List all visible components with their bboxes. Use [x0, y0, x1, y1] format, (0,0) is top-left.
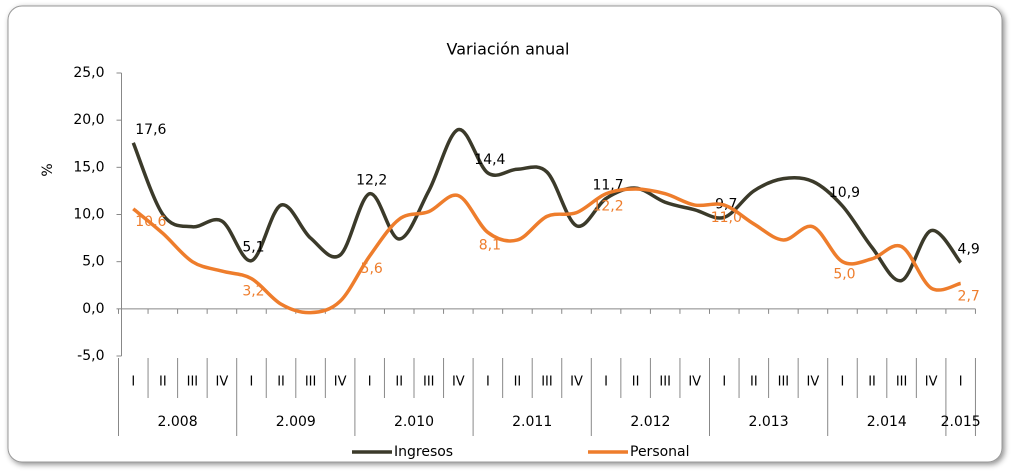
data-label: 12,2 — [592, 199, 623, 215]
data-label: 10,9 — [829, 185, 860, 201]
x-tick-label: III — [187, 375, 199, 390]
year-label: 2.012 — [630, 414, 670, 430]
x-tick-label: II — [750, 375, 758, 390]
x-tick-label: I — [486, 375, 490, 390]
x-tick-label: I — [959, 375, 963, 390]
year-label: 2.014 — [867, 414, 907, 430]
x-tick-label: I — [368, 375, 372, 390]
x-tick-label: III — [778, 375, 790, 390]
year-label: 2.009 — [276, 414, 316, 430]
y-tick-label: 0,0 — [82, 301, 104, 317]
x-tick-label: I — [250, 375, 254, 390]
x-tick-label: III — [896, 375, 908, 390]
x-tick-label: II — [395, 375, 403, 390]
x-tick-label: III — [423, 375, 435, 390]
x-tick-label: III — [541, 375, 553, 390]
x-tick-label: I — [722, 375, 726, 390]
y-tick-label: 15,0 — [73, 159, 104, 175]
data-label: 8,1 — [479, 237, 501, 253]
data-label: 11,0 — [711, 210, 742, 226]
year-label: 2.008 — [158, 414, 198, 430]
x-tick-label: IV — [807, 375, 820, 390]
x-tick-label: IV — [570, 375, 583, 390]
x-tick-label: IV — [216, 375, 229, 390]
line-series — [131, 127, 963, 283]
data-label: 12,2 — [356, 173, 387, 189]
data-label: 14,4 — [474, 152, 505, 168]
x-tick-label: III — [659, 375, 671, 390]
x-tick-label: II — [277, 375, 285, 390]
data-label: 10,6 — [135, 214, 166, 230]
year-label: 2.010 — [394, 414, 434, 430]
x-tick-label: II — [514, 375, 522, 390]
x-tick-label: III — [305, 375, 317, 390]
line-series — [132, 187, 962, 315]
data-label: 17,6 — [135, 122, 166, 138]
legend-label: Personal — [630, 444, 690, 460]
y-tick-label: 20,0 — [73, 112, 104, 128]
chart-frame — [7, 5, 1003, 463]
y-tick-label: 10,0 — [73, 207, 104, 223]
x-tick-label: IV — [452, 375, 465, 390]
x-tick-label: II — [159, 375, 167, 390]
chart-title: Variación anual — [447, 40, 570, 59]
x-tick-label: IV — [334, 375, 347, 390]
x-tick-label: I — [841, 375, 845, 390]
data-label: 5,1 — [242, 240, 264, 256]
x-tick-label: IV — [688, 375, 701, 390]
x-tick-label: IV — [925, 375, 938, 390]
year-label: 2.015 — [941, 414, 981, 430]
y-tick-label: 25,0 — [73, 65, 104, 81]
data-label: 3,2 — [242, 284, 264, 300]
year-label: 2.013 — [749, 414, 789, 430]
data-label: 2,7 — [958, 288, 980, 304]
y-axis-label: % — [40, 163, 56, 176]
x-tick-label: I — [604, 375, 608, 390]
data-label: 4,9 — [958, 242, 980, 258]
x-tick-label: II — [632, 375, 640, 390]
y-tick-label: 5,0 — [82, 254, 104, 270]
x-tick-label: II — [868, 375, 876, 390]
year-label: 2.011 — [512, 414, 552, 430]
data-label: 5,0 — [833, 267, 855, 283]
legend-label: Ingresos — [394, 444, 453, 460]
y-tick-label: -5,0 — [77, 348, 104, 364]
x-tick-label: I — [131, 375, 135, 390]
data-label: 5,6 — [361, 261, 383, 277]
